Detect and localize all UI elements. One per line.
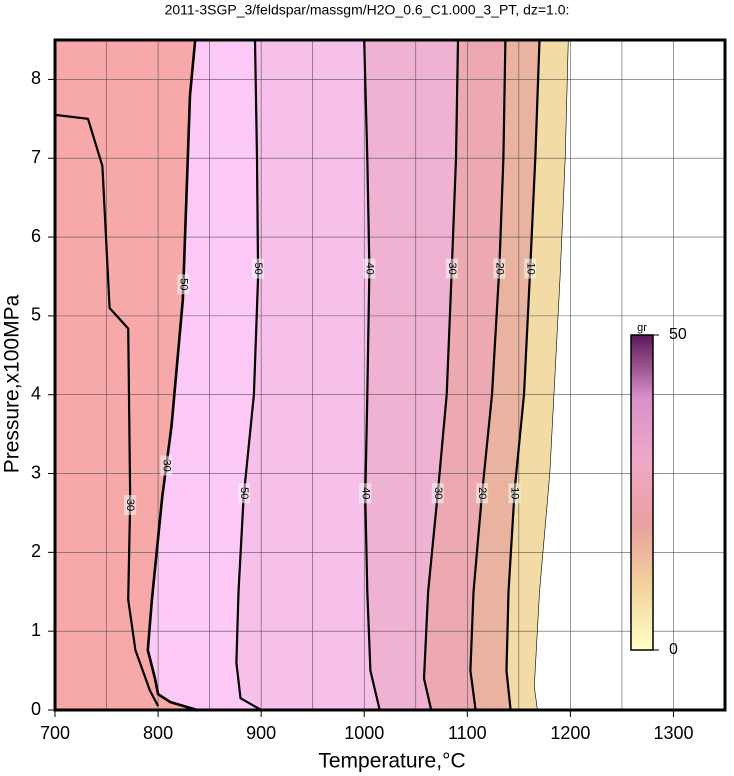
contour-label: 20 bbox=[493, 262, 505, 274]
y-tick-label: 6 bbox=[31, 226, 41, 246]
contour-line bbox=[55, 113, 160, 707]
contour-line bbox=[469, 40, 507, 710]
y-tick-label: 8 bbox=[31, 68, 41, 88]
plot-frame bbox=[53, 38, 727, 712]
contour-label-bg bbox=[238, 483, 251, 504]
colorbar-tick-label: 50 bbox=[669, 326, 687, 343]
contour-label-bg bbox=[493, 258, 506, 279]
contour-label: 40 bbox=[363, 262, 375, 274]
contour-label: 30 bbox=[432, 487, 444, 499]
contour-label-bg bbox=[524, 258, 537, 279]
contour-label-bg bbox=[251, 258, 264, 279]
contour-label: 50 bbox=[238, 487, 250, 499]
x-tick-label: 700 bbox=[40, 723, 70, 743]
x-tick-label: 1100 bbox=[448, 723, 487, 743]
x-tick-label: 1000 bbox=[344, 723, 384, 743]
colorbar-label: gr bbox=[637, 322, 647, 334]
contour-label: 40 bbox=[359, 487, 371, 499]
colorbar bbox=[630, 334, 654, 651]
x-axis-label: Temperature,°C bbox=[318, 750, 465, 773]
contour-label-bg bbox=[476, 483, 489, 504]
y-tick-label: 3 bbox=[31, 462, 41, 482]
contour-label-bg bbox=[445, 258, 458, 279]
contour-label-bg bbox=[124, 495, 137, 516]
contour-line bbox=[363, 40, 381, 710]
contour-label-bg bbox=[508, 483, 521, 504]
region bbox=[236, 40, 380, 710]
y-tick-label: 4 bbox=[31, 383, 41, 403]
x-tick-label: 900 bbox=[246, 723, 276, 743]
y-tick-label: 0 bbox=[31, 699, 41, 719]
contour-label-bg bbox=[160, 455, 173, 476]
contour-label-bg bbox=[431, 483, 444, 504]
y-tick-label: 5 bbox=[31, 305, 41, 325]
chart-title: 2011-3SGP_3/feldspar/massgm/H2O_0.6_C1.0… bbox=[165, 2, 570, 18]
contour-line bbox=[533, 40, 569, 710]
y-tick-label: 7 bbox=[31, 147, 41, 167]
y-tick-label: 1 bbox=[31, 620, 41, 640]
y-axis-label: Pressure,x100MPa bbox=[1, 294, 24, 473]
contour-label: 50 bbox=[252, 262, 264, 274]
contour-line bbox=[146, 40, 198, 710]
contour-label: 30 bbox=[160, 460, 172, 472]
x-tick-label: 1300 bbox=[653, 723, 693, 743]
contour-label: 10 bbox=[524, 262, 536, 274]
x-tick-label: 1200 bbox=[550, 723, 590, 743]
plot-area: 50 50 40 40 30 30 20 20 10 10 30 50 30 bbox=[55, 40, 725, 710]
contour-label-bg bbox=[363, 258, 376, 279]
contour-label-bg bbox=[359, 483, 372, 504]
y-tick-label: 2 bbox=[31, 541, 41, 561]
contour-line bbox=[505, 40, 541, 710]
contour-label: 30 bbox=[124, 499, 136, 511]
contour-label: 30 bbox=[446, 262, 458, 274]
contour-label: 10 bbox=[509, 487, 521, 499]
x-tick-label: 800 bbox=[143, 723, 173, 743]
region bbox=[55, 40, 198, 710]
contour-label: 20 bbox=[476, 487, 488, 499]
colorbar-tick-label: 0 bbox=[669, 641, 678, 658]
contour-line bbox=[422, 40, 460, 710]
contour-label-bg bbox=[177, 274, 190, 295]
contour-label: 50 bbox=[177, 278, 189, 290]
